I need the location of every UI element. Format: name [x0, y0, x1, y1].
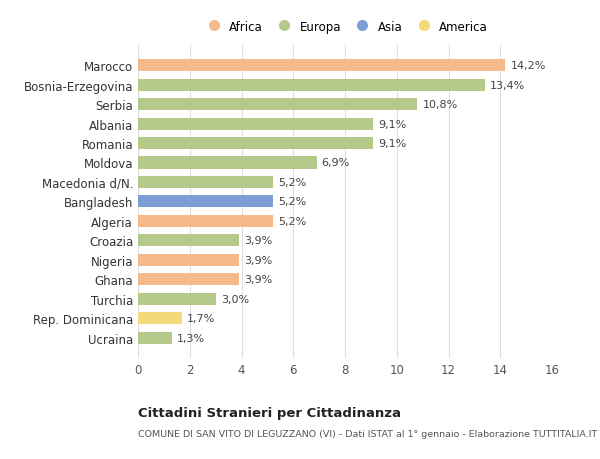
Bar — [138, 138, 373, 150]
Bar — [138, 274, 239, 285]
Text: 13,4%: 13,4% — [490, 80, 525, 90]
Text: 5,2%: 5,2% — [278, 197, 306, 207]
Bar — [138, 157, 317, 169]
Bar — [138, 215, 272, 227]
Bar — [138, 196, 272, 208]
Bar — [138, 118, 373, 130]
Text: 6,9%: 6,9% — [322, 158, 350, 168]
Text: 14,2%: 14,2% — [511, 61, 546, 71]
Legend: Africa, Europa, Asia, America: Africa, Europa, Asia, America — [202, 21, 488, 34]
Bar — [138, 254, 239, 266]
Text: 3,0%: 3,0% — [221, 294, 249, 304]
Bar — [138, 99, 418, 111]
Text: Cittadini Stranieri per Cittadinanza: Cittadini Stranieri per Cittadinanza — [138, 406, 401, 419]
Text: 3,9%: 3,9% — [244, 236, 272, 246]
Bar — [138, 235, 239, 247]
Bar — [138, 332, 172, 344]
Bar — [138, 293, 215, 305]
Bar — [138, 79, 485, 91]
Bar — [138, 60, 505, 72]
Text: COMUNE DI SAN VITO DI LEGUZZANO (VI) - Dati ISTAT al 1° gennaio - Elaborazione T: COMUNE DI SAN VITO DI LEGUZZANO (VI) - D… — [138, 429, 597, 438]
Text: 9,1%: 9,1% — [379, 139, 407, 149]
Text: 1,7%: 1,7% — [187, 313, 215, 324]
Text: 5,2%: 5,2% — [278, 216, 306, 226]
Text: 10,8%: 10,8% — [422, 100, 458, 110]
Text: 3,9%: 3,9% — [244, 274, 272, 285]
Text: 1,3%: 1,3% — [177, 333, 205, 343]
Text: 9,1%: 9,1% — [379, 119, 407, 129]
Text: 5,2%: 5,2% — [278, 178, 306, 188]
Bar — [138, 177, 272, 189]
Bar — [138, 313, 182, 325]
Text: 3,9%: 3,9% — [244, 255, 272, 265]
